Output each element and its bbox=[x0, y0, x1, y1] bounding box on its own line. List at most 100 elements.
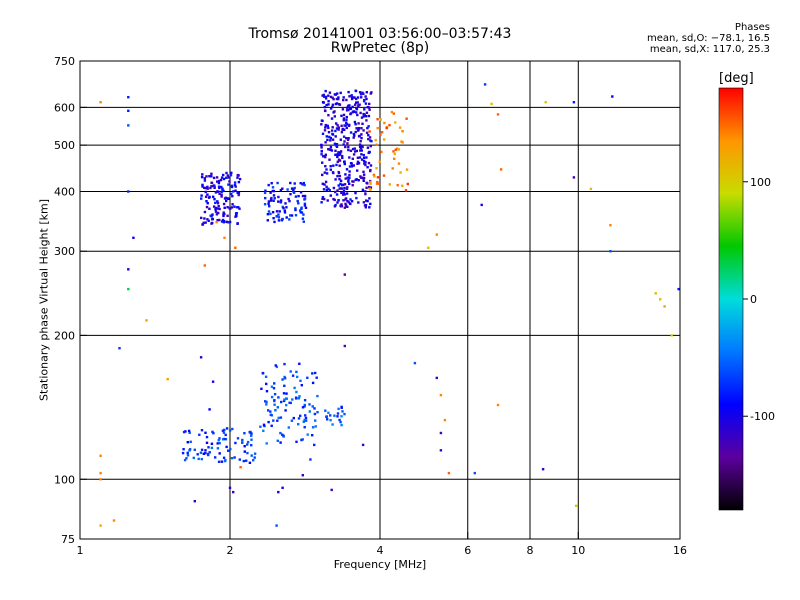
data-point bbox=[204, 451, 207, 455]
y-tick-label: 300 bbox=[54, 245, 75, 258]
data-point bbox=[345, 109, 349, 112]
data-point bbox=[218, 452, 221, 455]
data-point bbox=[302, 213, 305, 216]
data-point bbox=[397, 148, 401, 151]
data-point bbox=[262, 429, 265, 432]
data-point bbox=[296, 375, 299, 379]
data-point bbox=[328, 135, 331, 139]
data-point bbox=[278, 210, 281, 213]
data-point bbox=[186, 454, 190, 457]
data-point bbox=[273, 393, 277, 396]
data-point bbox=[283, 377, 287, 380]
data-point bbox=[345, 187, 349, 190]
data-point bbox=[145, 319, 148, 322]
data-point bbox=[231, 203, 234, 206]
data-point bbox=[218, 192, 221, 195]
data-point bbox=[277, 416, 280, 420]
data-point bbox=[324, 126, 327, 129]
data-point bbox=[340, 124, 343, 127]
data-point bbox=[288, 199, 291, 203]
data-point bbox=[228, 180, 231, 183]
data-point bbox=[348, 176, 351, 179]
data-point bbox=[345, 118, 348, 121]
data-point bbox=[276, 181, 279, 185]
data-point bbox=[118, 347, 121, 350]
data-point bbox=[350, 97, 354, 101]
data-point bbox=[331, 423, 334, 426]
data-point bbox=[339, 150, 343, 153]
data-point bbox=[281, 187, 284, 190]
data-point bbox=[303, 399, 307, 402]
data-point bbox=[349, 202, 352, 205]
data-point bbox=[132, 236, 135, 239]
data-point bbox=[208, 175, 211, 178]
data-point bbox=[340, 406, 343, 409]
data-point bbox=[357, 128, 360, 131]
data-point bbox=[337, 128, 340, 131]
data-point bbox=[272, 387, 276, 390]
data-point bbox=[277, 213, 280, 216]
data-point bbox=[363, 162, 366, 165]
data-point bbox=[269, 410, 272, 413]
data-point bbox=[225, 427, 229, 430]
grid-lines bbox=[80, 61, 680, 539]
data-point bbox=[348, 170, 351, 173]
data-point bbox=[321, 173, 324, 177]
data-point bbox=[127, 190, 130, 193]
data-point bbox=[232, 490, 235, 494]
data-point bbox=[329, 136, 332, 140]
data-point bbox=[208, 408, 211, 411]
data-point bbox=[368, 108, 371, 111]
data-point bbox=[340, 114, 343, 117]
data-point bbox=[212, 176, 216, 180]
data-point bbox=[188, 448, 192, 451]
data-point bbox=[283, 398, 286, 401]
data-point bbox=[351, 157, 354, 160]
data-point bbox=[344, 177, 347, 180]
data-point bbox=[365, 131, 369, 134]
data-point bbox=[362, 159, 366, 163]
data-point bbox=[362, 156, 366, 159]
data-point bbox=[360, 176, 363, 179]
data-point bbox=[359, 111, 362, 115]
data-point bbox=[127, 287, 130, 291]
data-point bbox=[166, 377, 169, 381]
data-point bbox=[206, 193, 209, 196]
data-point bbox=[222, 438, 225, 441]
data-point bbox=[270, 182, 273, 185]
data-point bbox=[210, 175, 213, 178]
data-point bbox=[269, 413, 272, 416]
data-point bbox=[210, 222, 213, 225]
data-point bbox=[342, 189, 346, 192]
axis-ticks: 1 2 4 6 8 10 16 75 100 200 300 400 500 600 750 bbox=[54, 55, 687, 557]
data-point bbox=[203, 210, 207, 214]
data-point bbox=[332, 186, 336, 190]
data-point bbox=[348, 95, 351, 98]
data-point bbox=[541, 468, 545, 471]
data-point bbox=[293, 186, 296, 190]
data-point bbox=[359, 93, 363, 96]
data-point bbox=[222, 211, 225, 214]
data-point bbox=[334, 203, 337, 207]
data-point bbox=[210, 172, 213, 175]
data-point bbox=[364, 190, 367, 193]
data-point bbox=[324, 97, 328, 100]
data-point bbox=[352, 180, 355, 183]
data-point bbox=[323, 171, 326, 174]
data-point bbox=[359, 146, 363, 150]
data-point bbox=[187, 429, 191, 433]
data-point bbox=[199, 451, 203, 454]
data-point bbox=[388, 183, 391, 186]
data-point bbox=[292, 188, 295, 191]
data-point bbox=[321, 132, 325, 135]
data-point bbox=[193, 448, 196, 451]
data-point bbox=[376, 118, 379, 121]
data-point bbox=[343, 183, 347, 186]
data-point bbox=[336, 412, 340, 415]
data-point bbox=[355, 111, 358, 114]
data-point bbox=[393, 157, 396, 160]
data-point bbox=[342, 117, 346, 120]
data-point bbox=[205, 200, 208, 203]
data-point bbox=[233, 205, 236, 208]
data-point bbox=[273, 399, 276, 402]
